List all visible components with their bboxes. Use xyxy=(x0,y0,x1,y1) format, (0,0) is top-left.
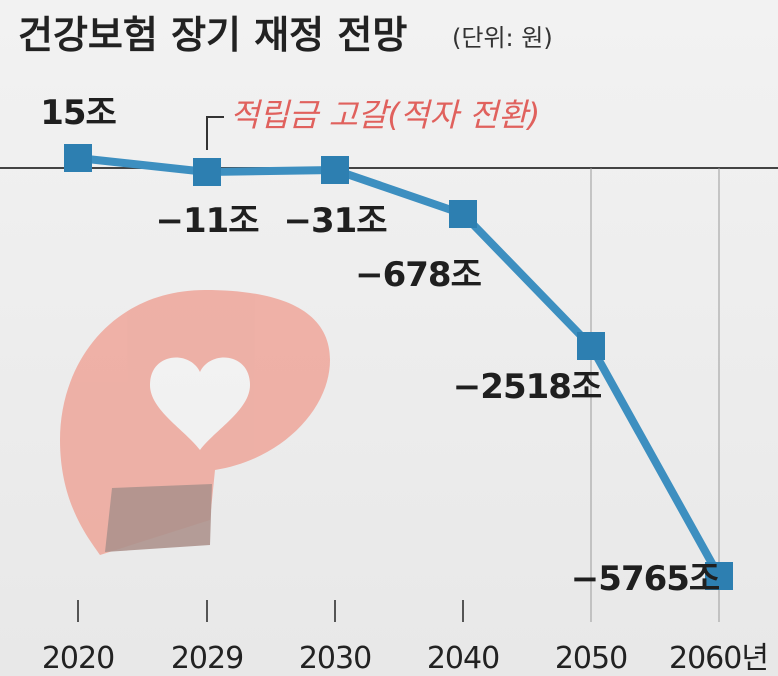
x-tick-label: 2030 xyxy=(299,641,371,676)
data-label: −5765조 xyxy=(571,559,720,599)
data-label: −678조 xyxy=(355,255,481,295)
data-point xyxy=(449,200,477,228)
annotation-text: 적립금 고갈(적자 전환) xyxy=(230,96,540,134)
unit-label: (단위: 원) xyxy=(452,24,553,52)
data-labels: 15조 −11조 −31조 −678조 −2518조 −5765조 xyxy=(40,93,721,599)
vertical-gridlines xyxy=(77,168,720,622)
data-label: 15조 xyxy=(40,93,116,133)
data-label: −31조 xyxy=(283,201,387,241)
x-tick-label: 2029 xyxy=(171,641,243,676)
data-point xyxy=(64,144,92,172)
data-point xyxy=(705,562,733,590)
x-tick-label: 2020 xyxy=(42,641,114,676)
data-markers xyxy=(64,144,733,590)
heart-logo-icon xyxy=(60,290,330,555)
x-tick-label: 2060년 xyxy=(669,641,768,676)
x-tick-labels: 2020 2029 2030 2040 2050 2060년 xyxy=(42,641,769,676)
chart-title: 건강보험 장기 재정 전망 xyxy=(18,13,407,57)
data-point xyxy=(321,156,349,184)
series-line xyxy=(77,154,723,578)
data-label: −2518조 xyxy=(453,367,602,407)
data-point xyxy=(193,158,221,186)
x-tick-label: 2040 xyxy=(427,641,499,676)
data-label: −11조 xyxy=(155,201,259,241)
data-point xyxy=(577,332,605,360)
annotation-callout: 적립금 고갈(적자 전환) xyxy=(206,96,540,150)
annotation-leader-line xyxy=(206,116,224,150)
x-tick-label: 2050 xyxy=(555,641,627,676)
